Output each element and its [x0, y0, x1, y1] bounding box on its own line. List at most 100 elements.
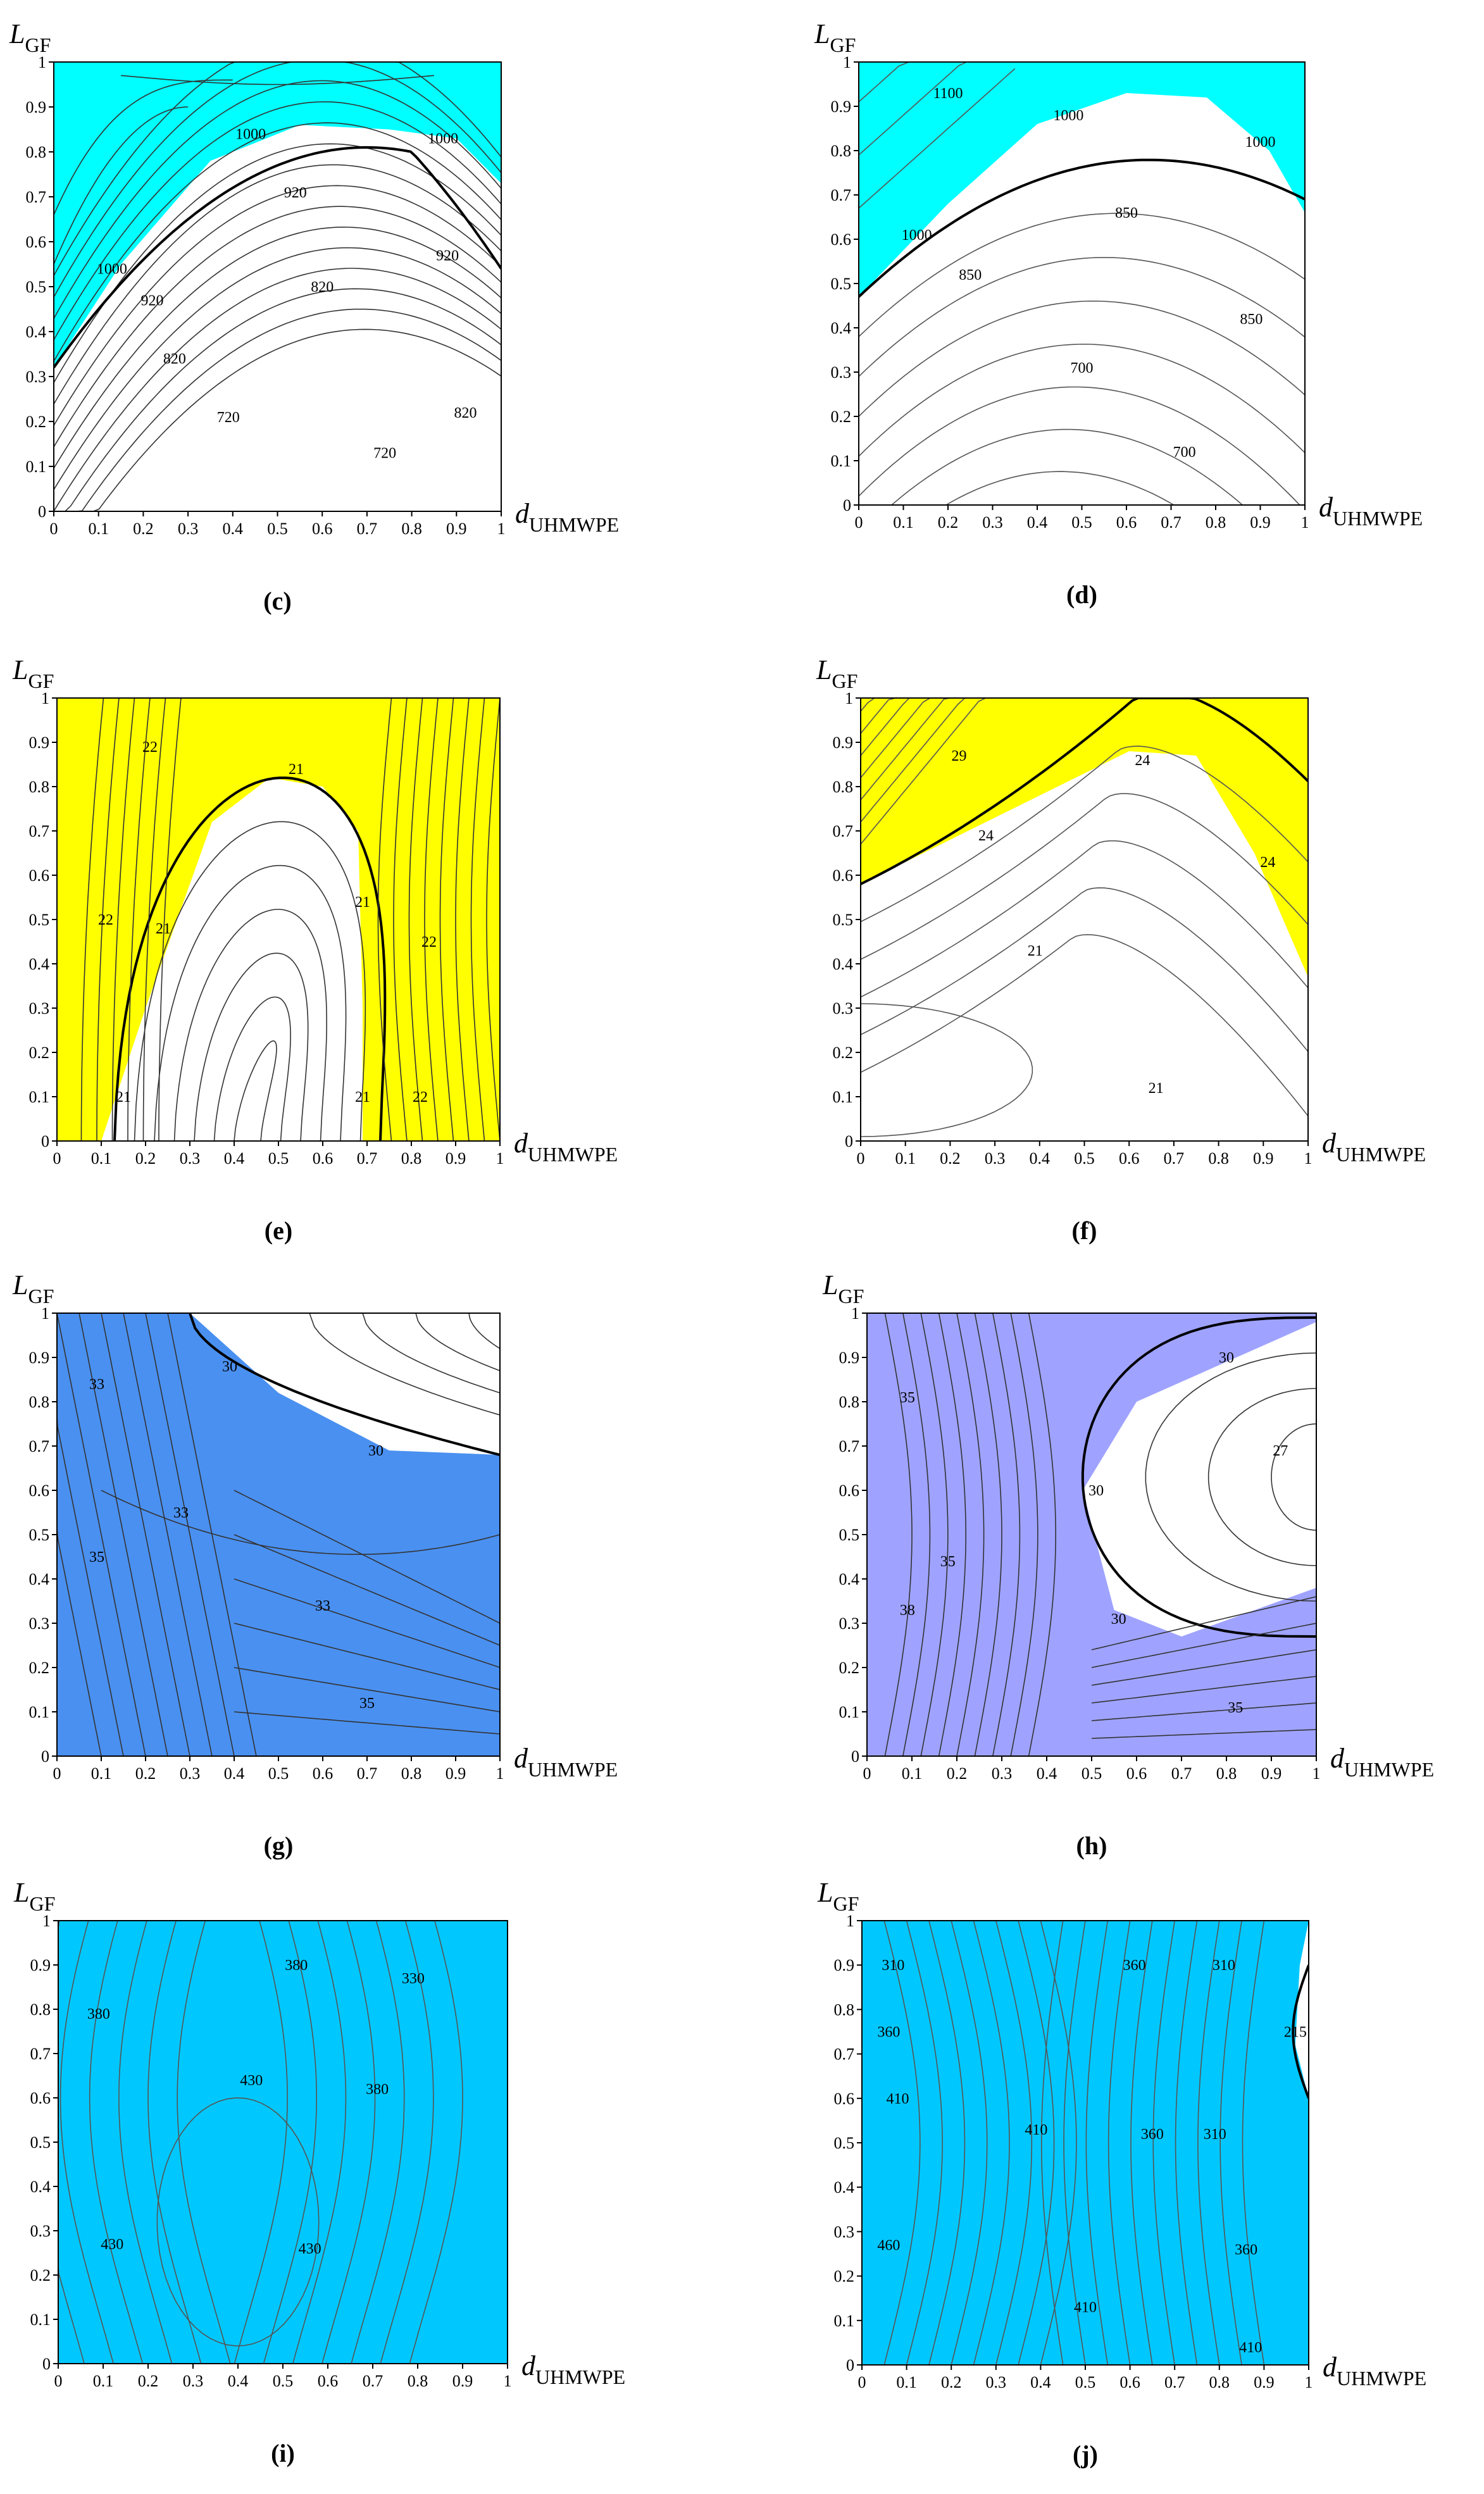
x-tick-label: 0.8 [1208, 1149, 1229, 1168]
contour-label: 820 [163, 351, 186, 368]
x-tick-label: 0.2 [940, 1149, 961, 1168]
y-tick-label: 0.6 [29, 1481, 50, 1500]
contour-line [1242, 1921, 1265, 2365]
contour-line [234, 1921, 288, 2364]
contour-line [861, 887, 1308, 1052]
y-tick-label: 0.5 [29, 1526, 50, 1544]
x-tick-label: 1 [504, 2372, 512, 2390]
contour-label: 35 [89, 1549, 104, 1566]
contour-line [309, 1313, 500, 1416]
contour-line [80, 698, 104, 1141]
contour-label: 30 [1219, 1350, 1234, 1366]
x-tick-label: 0.3 [985, 1149, 1006, 1168]
panel-label: (d) [1066, 580, 1097, 609]
contour-line [362, 1313, 500, 1394]
y-tick-label: 0.6 [839, 1481, 860, 1500]
contour-line [111, 698, 135, 1141]
x-tick-label: 0 [53, 1149, 61, 1168]
y-axis-label: LGF [816, 654, 857, 692]
x-tick-label: 0.5 [1074, 1149, 1095, 1168]
x-tick-label: 0.8 [1216, 1764, 1237, 1783]
contour-line [101, 1313, 190, 1756]
contour-line [167, 1313, 257, 1756]
x-tick-label: 0 [855, 513, 863, 532]
contour-line [54, 101, 501, 340]
contour-line [468, 1313, 500, 1349]
contour-line [928, 1921, 966, 2365]
x-tick-label: 0.6 [1126, 1764, 1147, 1783]
y-tick-label: 0 [843, 496, 851, 514]
contour-line [1152, 1921, 1175, 2365]
y-tick-label: 0.1 [839, 1703, 860, 1721]
x-tick-label: 1 [496, 1764, 504, 1783]
threshold-contour [861, 698, 1308, 885]
y-tick-label: 0.9 [839, 1349, 860, 1367]
panel-label: (h) [1076, 1831, 1107, 1860]
panel-label: (c) [263, 587, 291, 615]
y-tick-label: 0.5 [833, 911, 854, 929]
y-tick-label: 0.2 [839, 1659, 860, 1677]
y-tick-label: 0.7 [29, 822, 50, 840]
x-tick-label: 0.5 [273, 2372, 294, 2390]
y-tick-label: 0.4 [831, 319, 852, 337]
contour-line [1271, 1423, 1316, 1531]
x-tick-label: 0.9 [1254, 2373, 1275, 2391]
contour-label: 22 [98, 912, 113, 928]
x-tick-label: 0.3 [180, 1764, 201, 1783]
contour-line [118, 1921, 173, 2364]
x-tick-label: 0 [50, 520, 58, 538]
x-tick-label: 0.4 [1027, 513, 1048, 532]
y-tick-label: 0.3 [834, 2223, 855, 2241]
contour-line [194, 952, 309, 1141]
y-axis-label: LGF [12, 1269, 54, 1307]
y-tick-label: 0.8 [839, 1393, 860, 1411]
contour-line [234, 1623, 500, 1690]
x-tick-label: 0 [857, 1149, 865, 1168]
contour-line [884, 1313, 913, 1756]
contour-line [57, 1313, 124, 1756]
y-tick-label: 0 [845, 1132, 853, 1150]
contour-label: 21 [1028, 943, 1043, 959]
threshold-contour [1292, 1964, 1309, 2099]
contour-line [351, 1921, 405, 2364]
x-tick-label: 0.9 [446, 1149, 466, 1168]
y-tick-label: 0.1 [26, 458, 47, 476]
contour-label: 1100 [933, 85, 963, 102]
contour-label: 38 [900, 1602, 915, 1619]
y-tick-label: 0.6 [30, 2089, 51, 2107]
contour-line [859, 68, 1016, 209]
x-tick-label: 0.4 [224, 1149, 245, 1168]
contour-line [1207, 1388, 1316, 1566]
contour-line [1091, 1729, 1316, 1739]
y-tick-label: 0.7 [26, 188, 47, 206]
contour-label: 33 [173, 1505, 189, 1521]
panel-label: (g) [264, 1831, 294, 1860]
y-tick-label: 0.6 [834, 2090, 855, 2108]
x-tick-label: 0.7 [1171, 1764, 1192, 1783]
contour-line [409, 1921, 463, 2364]
y-tick-label: 0.4 [29, 1570, 50, 1588]
x-tick-label: 0.7 [363, 2372, 383, 2390]
x-tick-label: 0.7 [357, 1764, 378, 1783]
x-tick-label: 0.5 [268, 1149, 289, 1168]
contour-line [213, 996, 291, 1141]
contour-line [377, 698, 392, 1141]
x-tick-label: 1 [497, 520, 506, 538]
contour-line [101, 1490, 500, 1555]
x-tick-label: 0.5 [1075, 2373, 1096, 2391]
y-tick-label: 1 [41, 689, 49, 708]
contour-label: 215 [1284, 2024, 1307, 2041]
x-tick-label: 0.6 [313, 1764, 334, 1783]
x-tick-label: 0.2 [135, 1764, 156, 1783]
x-tick-label: 0.6 [318, 2372, 339, 2390]
x-tick-label: 0.1 [896, 2373, 917, 2391]
contour-label: 35 [940, 1554, 956, 1570]
x-tick-label: 0.9 [1253, 1149, 1274, 1168]
contour-label: 30 [222, 1359, 237, 1375]
contour-line [861, 934, 1308, 1116]
contour-line [1085, 1921, 1109, 2365]
contour-label: 850 [959, 267, 982, 284]
contour-label: 920 [436, 247, 459, 264]
contour-line [54, 247, 501, 490]
